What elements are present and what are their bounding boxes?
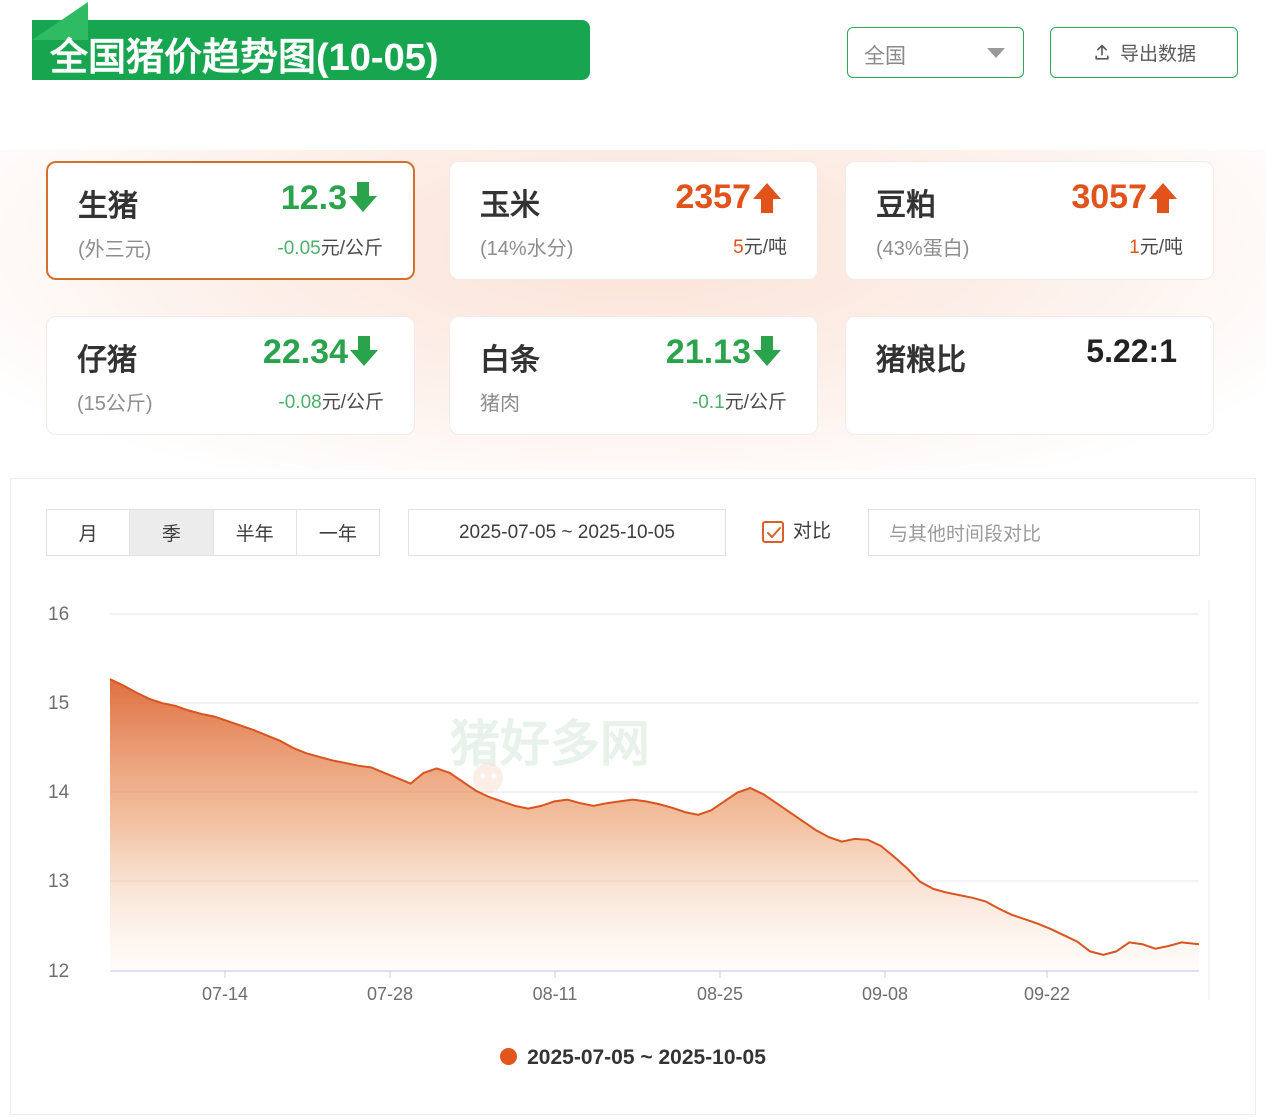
svg-text:09-08: 09-08 xyxy=(862,984,908,1000)
svg-text:09-22: 09-22 xyxy=(1024,984,1070,1000)
svg-text:07-14: 07-14 xyxy=(202,984,248,1000)
svg-text:13: 13 xyxy=(48,871,69,892)
svg-text:12: 12 xyxy=(48,961,69,982)
svg-text:14: 14 xyxy=(48,782,70,803)
svg-text:15: 15 xyxy=(48,693,69,714)
svg-text:07-28: 07-28 xyxy=(367,984,413,1000)
svg-text:08-11: 08-11 xyxy=(533,984,578,1000)
svg-text:猪好多网: 猪好多网 xyxy=(450,716,650,772)
svg-text:16: 16 xyxy=(48,604,69,625)
svg-text:08-25: 08-25 xyxy=(697,984,743,1000)
